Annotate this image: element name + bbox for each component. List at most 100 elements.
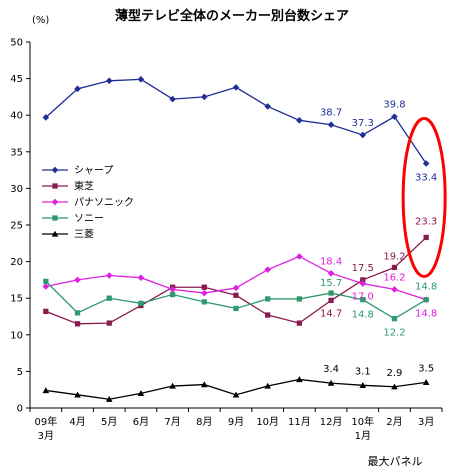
data-label: 14.8 [415, 309, 437, 320]
data-point [423, 234, 429, 241]
legend-label: ソニー [74, 214, 104, 225]
data-point [359, 280, 367, 287]
data-point [74, 276, 81, 284]
data-label: 12.2 [383, 328, 405, 339]
series-4 [42, 376, 430, 402]
data-point [232, 284, 240, 292]
data-label: 3.4 [323, 364, 339, 375]
data-point [296, 320, 303, 326]
data-point [359, 131, 367, 139]
data-point [169, 95, 176, 103]
data-point [42, 114, 50, 121]
data-point [201, 299, 207, 305]
data-point [106, 320, 112, 326]
data-point [74, 321, 81, 327]
chart-title: 薄型テレビ全体のメーカー別台数シェア [115, 8, 349, 24]
data-label: 17.0 [352, 292, 374, 303]
y-tick-label: 40 [10, 111, 23, 122]
y-tick-label: 25 [10, 221, 23, 232]
x-tick-label-line2: 1月 [355, 430, 371, 442]
y-tick-label: 20 [10, 257, 23, 268]
y-tick-label: 45 [10, 74, 23, 85]
data-point [201, 284, 207, 290]
x-tick-label: 9月 [228, 416, 244, 428]
legend-item-1: 東芝 [42, 180, 94, 193]
data-point [137, 390, 145, 396]
data-point [74, 391, 81, 398]
data-label: 17.5 [352, 263, 374, 274]
data-point [265, 312, 271, 318]
data-point [391, 264, 398, 271]
data-label: 38.7 [320, 108, 342, 119]
data-point [327, 379, 335, 386]
data-point [169, 382, 176, 389]
data-label: 23.3 [415, 216, 437, 227]
legend-item-3: ソニー [42, 214, 104, 225]
data-point [296, 253, 303, 260]
data-point [233, 305, 239, 312]
data-point [264, 266, 271, 273]
data-point [359, 382, 367, 388]
y-tick-label: 10 [10, 330, 23, 341]
x-tick-label: 4月 [69, 416, 85, 428]
highlight-ellipse [401, 117, 447, 278]
data-point [296, 117, 303, 124]
x-tick-label: 10年 [351, 415, 374, 428]
legend-label: 東芝 [74, 180, 94, 193]
data-point [105, 77, 113, 85]
data-point [327, 270, 335, 277]
data-label: 14.8 [352, 310, 374, 321]
x-tick-label-line2: 3月 [38, 430, 54, 442]
data-point [360, 277, 366, 283]
data-label: 15.7 [320, 278, 342, 289]
x-tick-label: 6月 [133, 416, 149, 428]
data-label: 14.8 [415, 282, 437, 293]
data-label: 14.7 [320, 308, 342, 319]
data-point [422, 160, 430, 167]
data-point [137, 76, 145, 83]
x-tick-label: 09年 [34, 415, 57, 428]
series-2 [42, 253, 430, 303]
data-point [391, 316, 398, 322]
data-point [42, 387, 50, 394]
data-point [265, 296, 271, 302]
data-label: 19.2 [383, 251, 405, 262]
data-point [106, 295, 112, 301]
data-point [201, 381, 208, 388]
data-point [327, 121, 335, 129]
y-tick-label: 0 [17, 404, 23, 415]
data-point [296, 376, 303, 383]
y-axis-unit-label: (%) [32, 15, 49, 26]
data-point [201, 93, 208, 101]
legend-label: 三菱 [74, 229, 94, 241]
legend-swatch-marker [52, 215, 58, 221]
x-tick-label: 11月 [288, 416, 311, 428]
x-tick-label: 12月 [320, 416, 343, 428]
x-tick-label: 7月 [164, 416, 180, 428]
data-point [422, 379, 430, 386]
data-label: 39.8 [383, 100, 405, 111]
data-point [328, 297, 334, 304]
data-label: 33.4 [415, 173, 437, 184]
data-point [201, 289, 208, 297]
data-label: 18.4 [320, 256, 342, 267]
data-point [296, 296, 303, 302]
legend-swatch-marker [51, 198, 59, 206]
data-point [391, 383, 398, 390]
data-label: 16.2 [383, 272, 405, 283]
data-point [43, 308, 49, 315]
data-point [138, 300, 144, 306]
data-point [423, 297, 429, 303]
x-tick-label: 2月 [386, 416, 402, 428]
legend-label: パナソニック [74, 197, 134, 209]
y-tick-label: 15 [10, 294, 23, 305]
legend-label: シャープ [74, 165, 113, 177]
data-point [360, 297, 366, 303]
annotation-layer [401, 117, 447, 278]
y-tick-label: 50 [10, 38, 23, 49]
legend-swatch-marker [51, 230, 59, 237]
data-point [42, 283, 50, 290]
y-tick-label: 30 [10, 184, 23, 195]
